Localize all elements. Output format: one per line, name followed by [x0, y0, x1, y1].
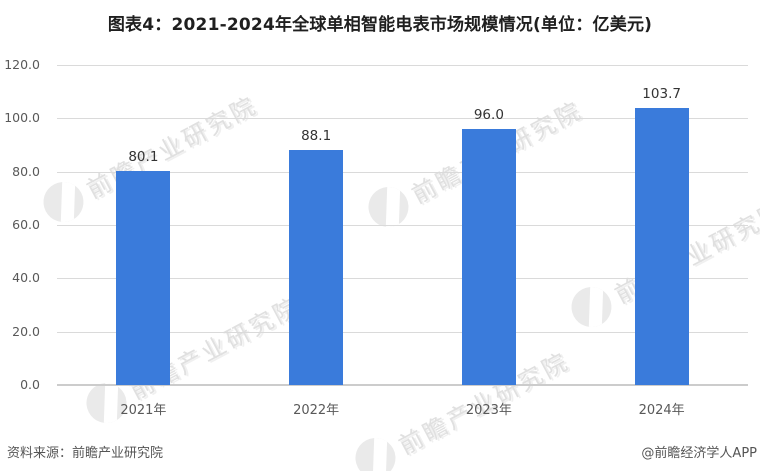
gridline-h [57, 118, 748, 120]
gridline-h [57, 331, 748, 333]
chart-title: 图表4：2021-2024年全球单相智能电表市场规模情况(单位：亿美元) [107, 15, 653, 35]
y-tick-label: 40.0 [12, 270, 40, 286]
bar-value-label: 103.7 [642, 86, 681, 103]
x-category-label: 2023年 [465, 403, 512, 418]
y-tick-label: 120.0 [4, 57, 40, 72]
x-category-label: 2021年 [120, 403, 167, 418]
x-axis-line [57, 384, 748, 386]
gridline-h [57, 65, 748, 66]
bar [289, 150, 344, 385]
bar [461, 129, 516, 385]
gridline-h [57, 278, 748, 280]
x-category-label: 2024年 [638, 403, 685, 418]
y-tick-label: 80.0 [12, 163, 40, 179]
footer-source: 资料来源：前瞻产业研究院 [7, 446, 164, 461]
bar [116, 171, 171, 385]
bar-value-label: 96.0 [473, 107, 504, 123]
bar-value-label: 88.1 [301, 128, 332, 145]
x-category-label: 2022年 [293, 403, 340, 418]
footer-credit: @前瞻经济学人APP [641, 446, 757, 461]
bar [634, 108, 689, 385]
y-tick-label: 100.0 [4, 110, 40, 126]
plot-area: 80.1 88.1 96.0 103.7 [57, 65, 748, 386]
y-tick-label: 20.0 [12, 323, 40, 339]
watermark-logo-icon [348, 430, 403, 471]
gridline-h [57, 171, 748, 173]
y-tick-label: 0.0 [20, 377, 40, 392]
y-tick-label: 60.0 [12, 217, 40, 232]
bar-value-label: 80.1 [128, 149, 159, 166]
